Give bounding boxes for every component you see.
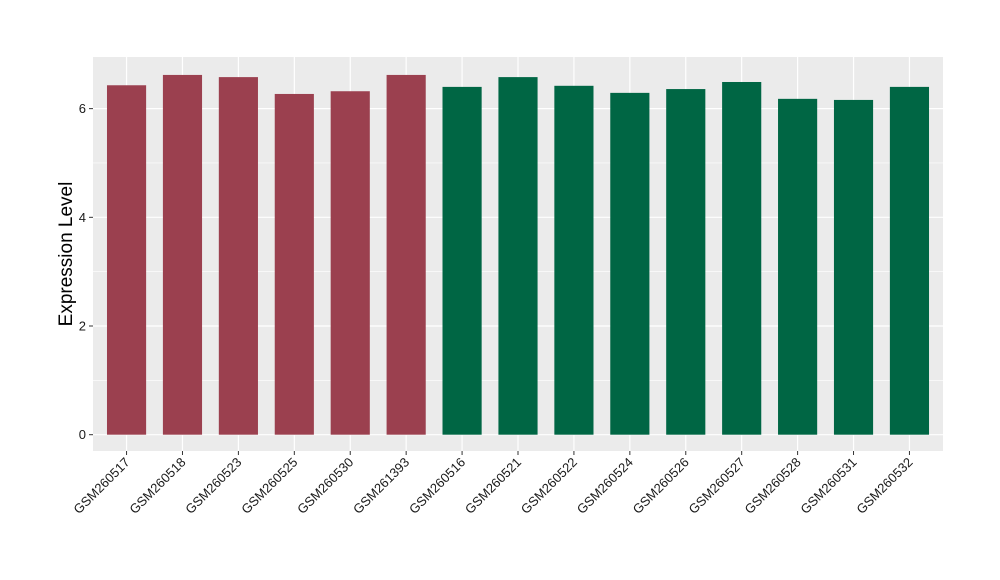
x-tick-label: GSM260524 (574, 455, 636, 517)
bar-gsm261393 (386, 74, 426, 435)
y-tick-label: 0 (79, 427, 86, 442)
y-tick-label: 2 (79, 319, 86, 334)
y-tick-label: 4 (79, 210, 86, 225)
bar-gsm260527 (722, 81, 762, 435)
x-tick-label: GSM260525 (238, 455, 300, 517)
x-tick-label: GSM260528 (742, 455, 804, 517)
x-tick-label: GSM260517 (70, 455, 132, 517)
bar-gsm260523 (218, 77, 258, 435)
x-tick-label: GSM260531 (797, 455, 859, 517)
x-tick-label: GSM260516 (406, 455, 468, 517)
x-tick-label: GSM260521 (462, 455, 524, 517)
x-tick-label: GSM260522 (518, 455, 580, 517)
x-tick-label: GSM260532 (853, 455, 915, 517)
y-axis-title: Expression Level (56, 182, 77, 327)
bars (106, 74, 930, 435)
x-axis: GSM260517GSM260518GSM260523GSM260525GSM2… (70, 451, 916, 517)
bar-gsm260517 (106, 85, 147, 435)
x-tick-label: GSM260523 (182, 455, 244, 517)
y-axis: 0 2 4 6 (79, 101, 93, 442)
bar-gsm260525 (274, 93, 314, 435)
x-tick-label: GSM260530 (294, 455, 356, 517)
bar-gsm260528 (778, 98, 818, 435)
bar-gsm260524 (610, 92, 650, 435)
x-tick-label: GSM260527 (686, 455, 748, 517)
bar-gsm260518 (162, 74, 203, 435)
bar-gsm260521 (498, 77, 538, 435)
bar-gsm260526 (666, 89, 706, 435)
x-tick-label: GSM261393 (350, 455, 412, 517)
bar-gsm260522 (554, 85, 594, 435)
x-tick-label: GSM260518 (126, 455, 188, 517)
bar-gsm260530 (330, 91, 370, 435)
y-tick-label: 6 (79, 101, 86, 116)
x-tick-label: GSM260526 (630, 455, 692, 517)
bar-gsm260532 (889, 86, 930, 435)
bar-gsm260531 (833, 99, 874, 435)
bar-gsm260516 (442, 86, 482, 435)
